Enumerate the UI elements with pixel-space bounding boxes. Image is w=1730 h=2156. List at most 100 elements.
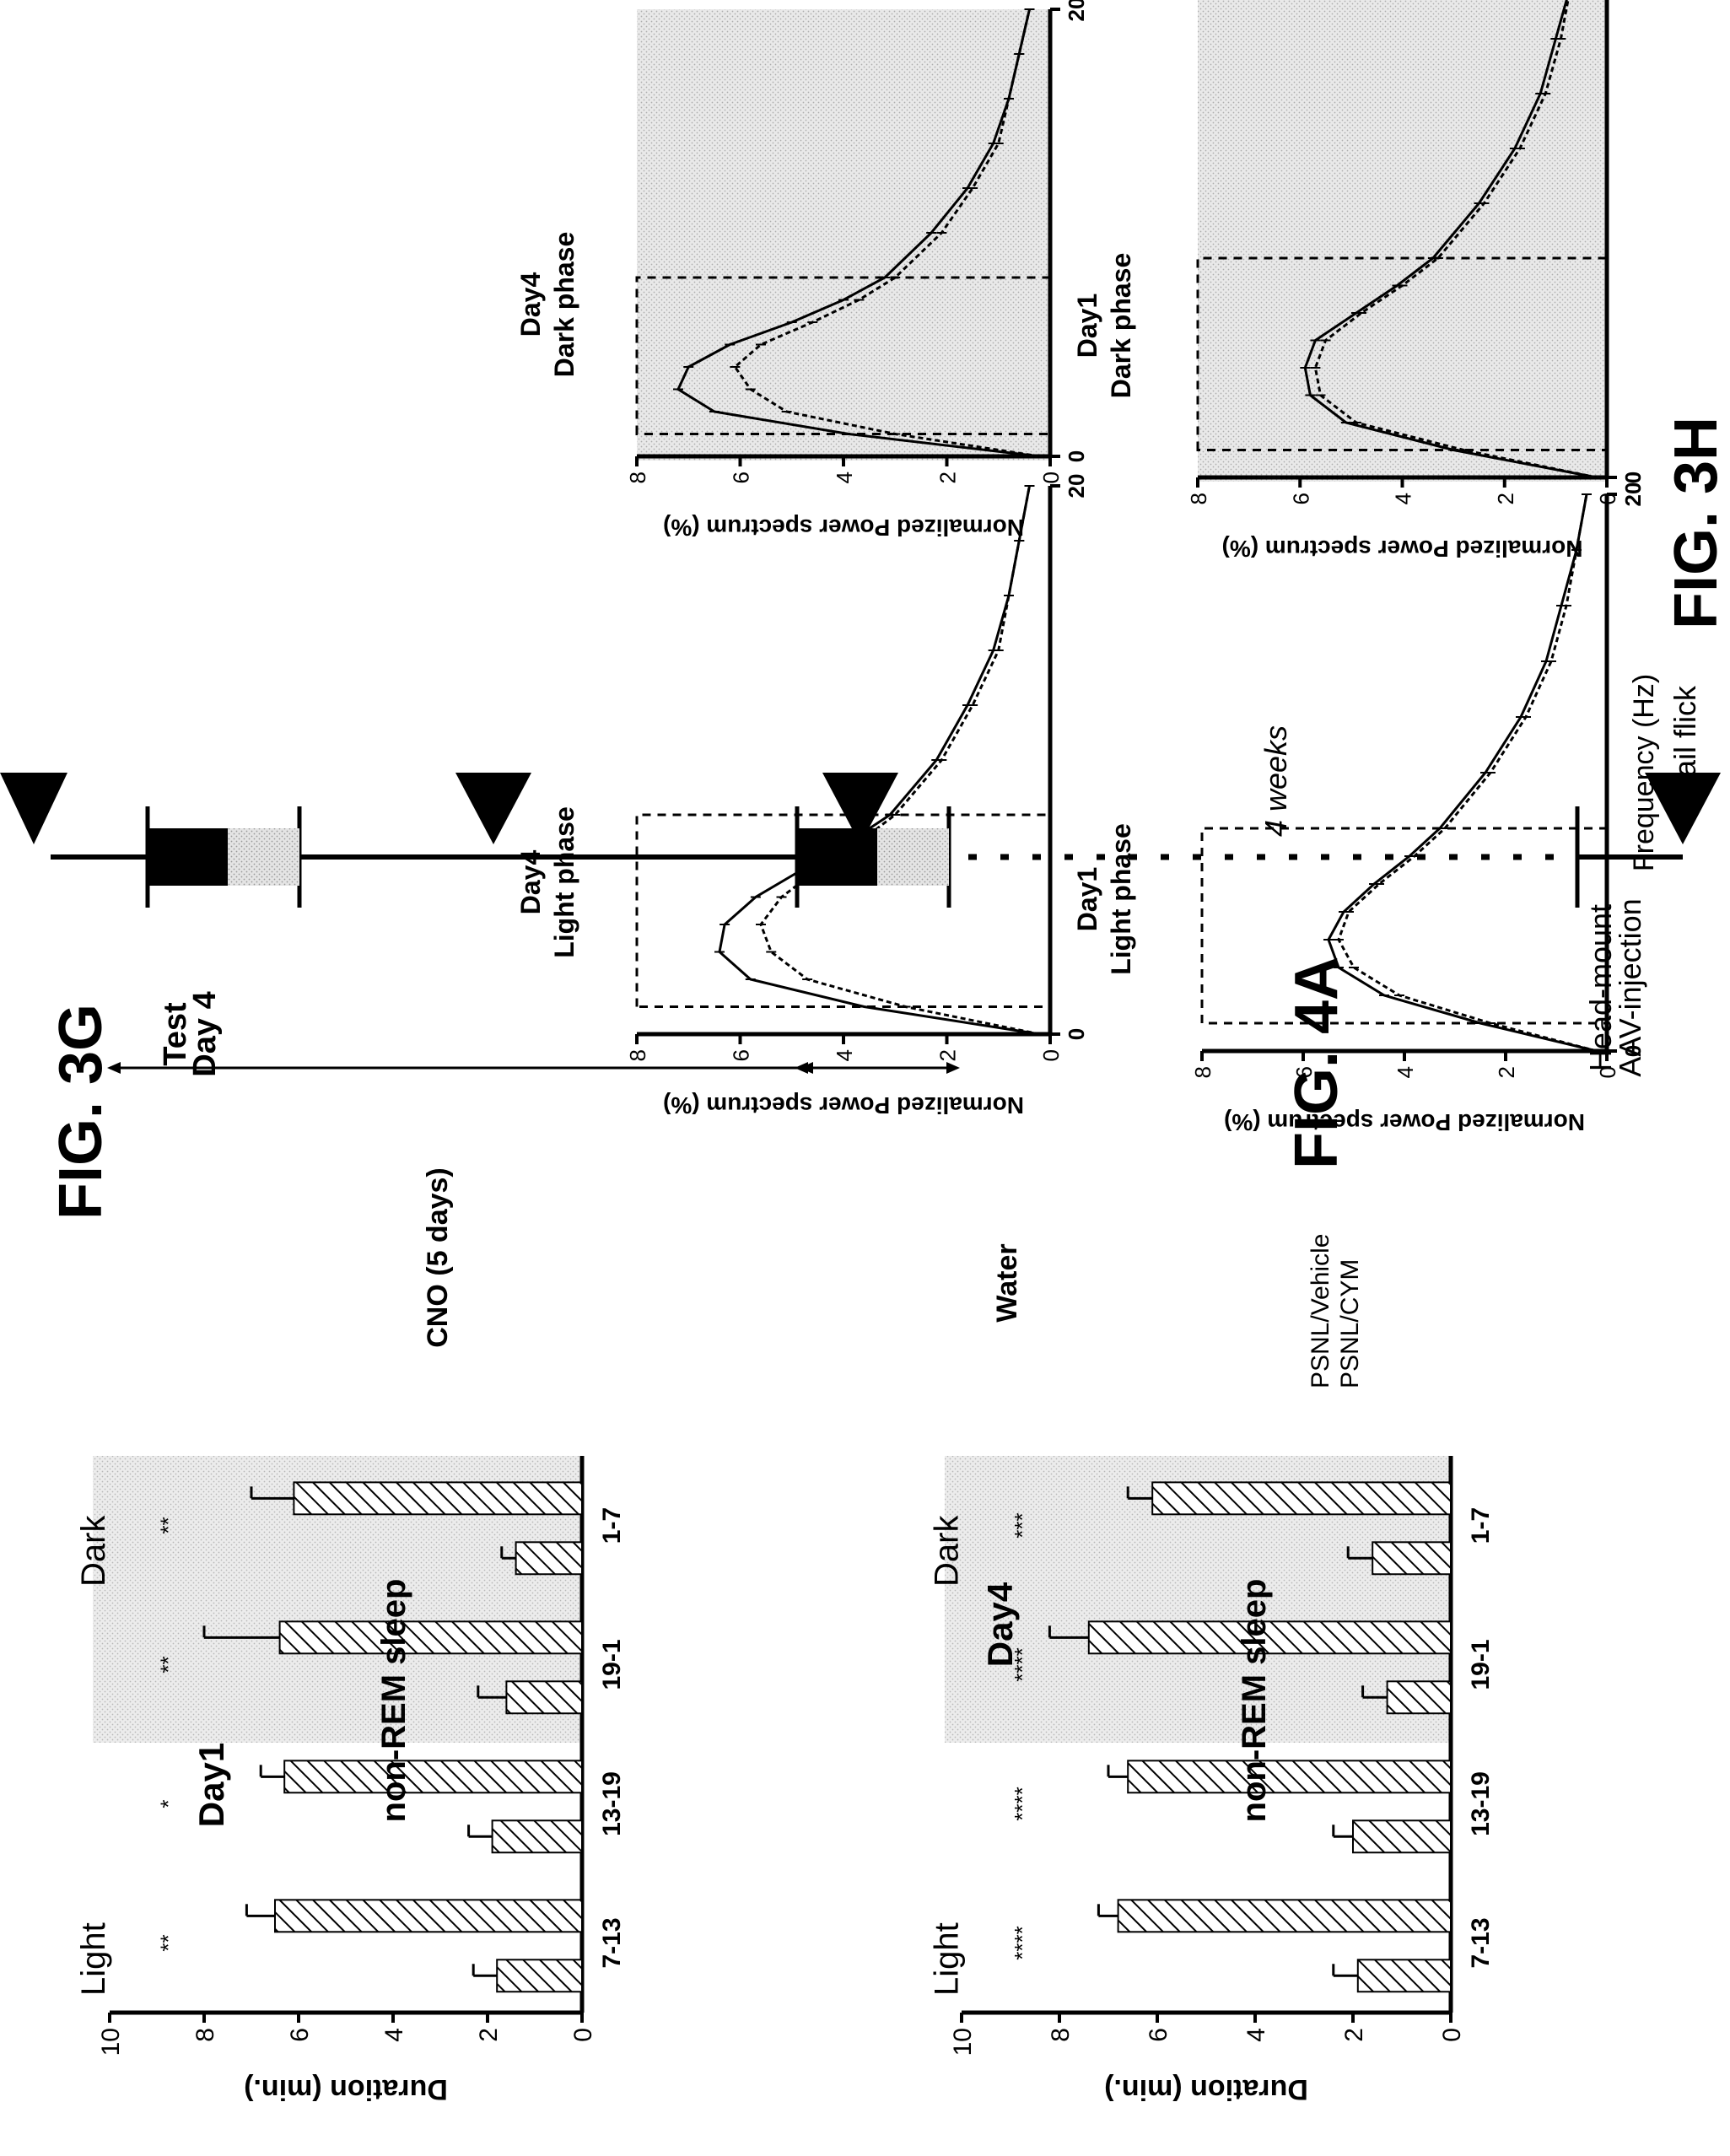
y-tick-label: 0 [1438, 2028, 1466, 2042]
dark-phase-shading [945, 1456, 1451, 1743]
title-line-1: Day1 [1072, 867, 1102, 932]
y-axis-label: Normalized Power spectrum (%) [1224, 1109, 1585, 1135]
y-tick-label: 2 [935, 1049, 961, 1061]
head-mount-label-1: Head-mount [1583, 904, 1618, 1071]
x-tick-label: 19-1 [598, 1639, 626, 1690]
significance-marker: **** [1010, 1787, 1035, 1820]
bar [278, 1620, 583, 1655]
y-axis-label: Normalized Power spectrum (%) [663, 515, 1024, 541]
cno-label: CNO (5 days) [422, 1167, 454, 1348]
bar [1117, 1899, 1452, 1933]
bar [505, 1680, 584, 1715]
y-tick-label: 4 [1393, 1066, 1418, 1078]
y-tick-label: 6 [1145, 2028, 1172, 2042]
water-dark-block [797, 828, 877, 886]
series-line [1337, 493, 1598, 1053]
y-tick-label: 2 [1494, 1066, 1519, 1078]
title-line-2: Light phase [1106, 823, 1136, 975]
day-label: Day4 [980, 1582, 1020, 1667]
phase-label-light: Light [929, 1922, 966, 1996]
y-tick-label: 4 [1391, 493, 1416, 504]
day-label: Day1 [191, 1743, 231, 1827]
x-tick-label: 1-7 [598, 1507, 626, 1544]
y-tick-label: 8 [625, 472, 650, 483]
timeline-4a: Tail flick Head-mount AAV-injection 4 we… [0, 685, 1721, 1348]
series-line [1327, 493, 1598, 1053]
y-tick-label: 6 [729, 1049, 754, 1061]
bar [1151, 1481, 1452, 1516]
significance-marker: ** [155, 1934, 181, 1951]
y-tick-label: 4 [832, 472, 857, 483]
significance-marker: ** [155, 1656, 181, 1673]
x-tick-label: 20 [1620, 482, 1646, 507]
significance-marker: *** [1010, 1512, 1035, 1538]
y-tick-label: 6 [729, 472, 754, 483]
chart-title: non-REM sleep [1236, 1579, 1273, 1823]
bar [491, 1819, 583, 1854]
water-range-arrow-left [946, 1062, 960, 1074]
significance-marker: **** [1010, 1647, 1035, 1681]
test-label: Test [158, 1002, 193, 1066]
y-tick-label: 2 [475, 2028, 503, 2042]
fig4a-label: FIG. 4A [1283, 957, 1350, 1169]
y-tick-label: 4 [380, 2028, 408, 2042]
y-tick-label: 8 [1047, 2028, 1075, 2042]
y-tick-label: 6 [1288, 493, 1313, 504]
y-tick-label: 0 [1595, 493, 1620, 504]
y-tick-label: 0 [1595, 1066, 1620, 1078]
x-tick-label: 13-19 [1467, 1771, 1495, 1836]
bar [496, 1959, 584, 1993]
tail-flick-arrowhead-3 [455, 773, 531, 844]
bar [1356, 1959, 1452, 1993]
x-tick-label: 1-7 [1467, 1507, 1495, 1544]
x-tick-label: 0 [1064, 1028, 1089, 1040]
significance-marker: * [155, 1799, 181, 1808]
bar [274, 1899, 583, 1933]
significance-marker: ** [155, 1517, 181, 1533]
x-tick-label: 13-19 [598, 1771, 626, 1836]
y-tick-label: 4 [832, 1049, 857, 1061]
cno-range-arrow-left [800, 1062, 813, 1074]
fig3h-label: FIG. 3H [1663, 417, 1730, 629]
tail-flick-arrowhead-1 [1645, 773, 1721, 844]
y-tick-label: 10 [97, 2028, 125, 2056]
chart-title: non-REM sleep [375, 1579, 412, 1823]
x-tick-label: 7-13 [1467, 1917, 1495, 1968]
cno-range-arrow-right [107, 1062, 121, 1074]
bar [293, 1481, 583, 1516]
legend-cym: PSNL/CYM [1336, 1259, 1364, 1388]
bar [283, 1760, 583, 1794]
bar [1127, 1760, 1452, 1794]
gap-weeks-label: 4 weeks [1258, 725, 1293, 837]
y-tick-label: 8 [625, 1049, 650, 1061]
y-tick-label: 0 [1038, 1049, 1064, 1061]
x-tick-label: 0 [1620, 472, 1646, 483]
series-line [759, 485, 1041, 1036]
title-line-2: Dark phase [1106, 253, 1136, 399]
y-tick-label: 6 [286, 2028, 314, 2042]
chart-3h-day1-dark: 0 2 4 6 8 020 Normalized Power spectrum (%) Day… [1072, 0, 1646, 562]
y-tick-label: 6 [1291, 1066, 1317, 1078]
y-tick-label: 4 [1242, 2028, 1270, 2042]
y-tick-label: 8 [1190, 1066, 1215, 1078]
water-label: Water [991, 1243, 1023, 1322]
y-tick-label: 0 [1038, 472, 1064, 483]
dark-phase-shading [93, 1456, 582, 1743]
test-day-label: Day 4 [187, 991, 223, 1076]
x-tick-label: 0 [1620, 1045, 1646, 1057]
title-line-1: Day1 [1072, 294, 1102, 358]
significance-marker: **** [1010, 1926, 1035, 1959]
bar [1372, 1541, 1452, 1576]
chart-3g-day1: 0 2 4 6 8 10 Duration (min.) 7-13 ** 13-19 * 19-1 **… [75, 1456, 626, 2105]
bar [1352, 1819, 1452, 1854]
y-tick-label: 2 [1340, 2028, 1368, 2042]
x-tick-label: 20 [1064, 474, 1089, 499]
title-line-1: Day4 [515, 850, 546, 915]
fig3g-label: FIG. 3G [47, 1004, 115, 1220]
